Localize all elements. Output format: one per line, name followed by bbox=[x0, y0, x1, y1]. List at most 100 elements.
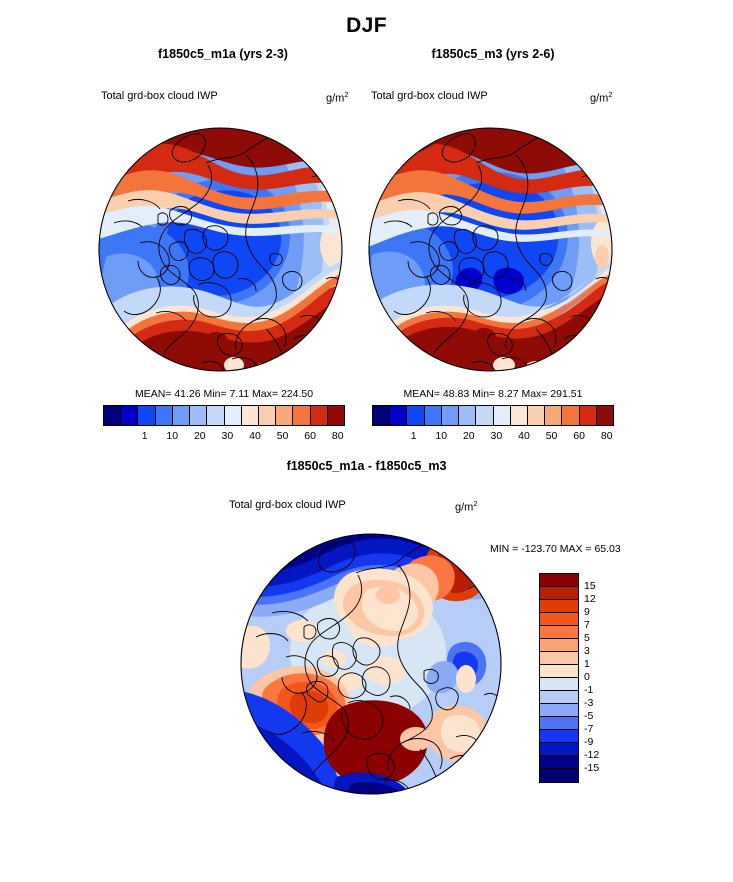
cb-tick: 7 bbox=[584, 619, 590, 631]
cb-swatch bbox=[540, 574, 578, 587]
cb-tick: 80 bbox=[331, 430, 344, 442]
panel-left-title: f1850c5_m1a (yrs 2-3) bbox=[158, 47, 288, 61]
cb-tick: 30 bbox=[490, 430, 503, 442]
map-panel-diff-svg bbox=[240, 533, 502, 795]
cb-tick: 30 bbox=[221, 430, 234, 442]
cb-swatch bbox=[424, 406, 442, 425]
cb-swatch bbox=[579, 406, 597, 425]
cb-tick: 60 bbox=[573, 430, 585, 442]
cb-swatch bbox=[276, 406, 294, 425]
cb-tick: 50 bbox=[545, 430, 558, 442]
units-exponent: 2 bbox=[608, 90, 613, 99]
cb-swatch bbox=[121, 406, 139, 425]
cb-tick: 5 bbox=[584, 632, 590, 644]
cb-tick: 20 bbox=[193, 430, 206, 442]
cb-swatch bbox=[540, 743, 578, 756]
cb-tick: -5 bbox=[584, 710, 594, 722]
cb-swatch bbox=[540, 600, 578, 613]
colorbar-right-swatches bbox=[372, 405, 614, 426]
colorbar-right-ticks: 1 10 20 30 40 50 60 80 bbox=[372, 430, 614, 445]
map-diff-coastlines bbox=[255, 540, 501, 794]
cb-swatch bbox=[540, 756, 578, 769]
map-panel-right bbox=[368, 127, 613, 372]
cb-tick: 50 bbox=[276, 430, 289, 442]
cb-swatch bbox=[540, 704, 578, 717]
cb-tick: 60 bbox=[304, 430, 316, 442]
panel-diff-variable-label: Total grd-box cloud IWP bbox=[229, 499, 346, 511]
cb-swatch bbox=[104, 406, 122, 425]
map-panel-left bbox=[98, 127, 343, 372]
cb-swatch bbox=[540, 639, 578, 652]
cb-tick: 0 bbox=[584, 671, 590, 683]
cb-swatch bbox=[441, 406, 460, 425]
cb-swatch bbox=[545, 406, 563, 425]
cb-swatch bbox=[540, 652, 578, 665]
cb-swatch bbox=[390, 406, 408, 425]
cb-tick: -15 bbox=[584, 762, 600, 774]
units-exponent: 2 bbox=[344, 90, 349, 99]
cb-tick: -9 bbox=[584, 736, 594, 748]
cb-tick: 1 bbox=[141, 430, 148, 442]
cb-swatch bbox=[407, 406, 425, 425]
cb-tick: 3 bbox=[584, 645, 590, 657]
cb-swatch bbox=[138, 406, 156, 425]
panel-right-variable-label: Total grd-box cloud IWP bbox=[371, 90, 488, 102]
cb-tick: 80 bbox=[600, 430, 613, 442]
colorbar-diff-swatches bbox=[539, 573, 579, 783]
units-exponent: 2 bbox=[473, 499, 478, 508]
cb-tick: 15 bbox=[584, 580, 596, 592]
cb-swatch bbox=[540, 691, 578, 704]
cb-swatch bbox=[527, 406, 546, 425]
cb-swatch bbox=[540, 613, 578, 626]
cb-swatch bbox=[540, 587, 578, 600]
cb-swatch bbox=[540, 717, 578, 730]
cb-tick: 40 bbox=[518, 430, 530, 442]
cb-swatch bbox=[562, 406, 580, 425]
units-text: g/m bbox=[455, 501, 474, 514]
units-text: g/m bbox=[326, 92, 345, 105]
cb-tick: -7 bbox=[584, 723, 594, 735]
units-text: g/m bbox=[590, 92, 609, 105]
panel-left-stats: MEAN= 41.26 Min= 7.11 Max= 224.50 bbox=[134, 388, 314, 400]
cb-swatch bbox=[373, 406, 391, 425]
colorbar-left: 1 10 20 30 40 50 60 80 bbox=[103, 405, 345, 445]
colorbar-left-ticks: 1 10 20 30 40 50 60 80 bbox=[103, 430, 345, 445]
cb-tick: -12 bbox=[584, 749, 600, 761]
colorbar-right: 1 10 20 30 40 50 60 80 bbox=[372, 405, 614, 445]
cb-swatch bbox=[459, 406, 477, 425]
cb-swatch bbox=[540, 665, 578, 678]
cb-tick: 1 bbox=[584, 658, 590, 670]
panel-right-units-label: g/m2 bbox=[590, 90, 613, 105]
cb-swatch bbox=[224, 406, 242, 425]
cb-swatch bbox=[493, 406, 511, 425]
cb-swatch bbox=[540, 626, 578, 639]
cb-swatch bbox=[258, 406, 277, 425]
cb-tick: -1 bbox=[584, 684, 594, 696]
cb-swatch bbox=[540, 678, 578, 691]
cb-swatch bbox=[476, 406, 494, 425]
cb-tick: -3 bbox=[584, 697, 594, 709]
cb-swatch bbox=[310, 406, 328, 425]
cb-swatch bbox=[207, 406, 225, 425]
cb-tick: 10 bbox=[166, 430, 179, 442]
map-panel-right-svg bbox=[368, 127, 613, 372]
page-title: DJF bbox=[346, 14, 387, 37]
map-panel-diff bbox=[240, 533, 502, 795]
panel-left-variable-label: Total grd-box cloud IWP bbox=[101, 90, 218, 102]
cb-tick: 40 bbox=[249, 430, 261, 442]
cb-tick: 1 bbox=[410, 430, 417, 442]
cb-swatch bbox=[241, 406, 259, 425]
colorbar-left-swatches bbox=[103, 405, 345, 426]
cb-swatch bbox=[540, 730, 578, 743]
cb-swatch bbox=[190, 406, 208, 425]
cb-tick: 9 bbox=[584, 606, 590, 618]
panel-left-units-label: g/m2 bbox=[326, 90, 349, 105]
cb-tick: 12 bbox=[584, 593, 596, 605]
cb-swatch bbox=[172, 406, 191, 425]
cb-tick: 10 bbox=[435, 430, 448, 442]
panel-right-title: f1850c5_m3 (yrs 2-6) bbox=[431, 47, 555, 61]
cb-swatch bbox=[155, 406, 173, 425]
cb-swatch bbox=[293, 406, 311, 425]
colorbar-diff-ticks: 15 12 9 7 5 3 1 0 -1 -3 -5 -7 -9 -12 -15 bbox=[584, 573, 624, 781]
panel-right-stats: MEAN= 48.83 Min= 8.27 Max= 291.51 bbox=[403, 388, 583, 400]
